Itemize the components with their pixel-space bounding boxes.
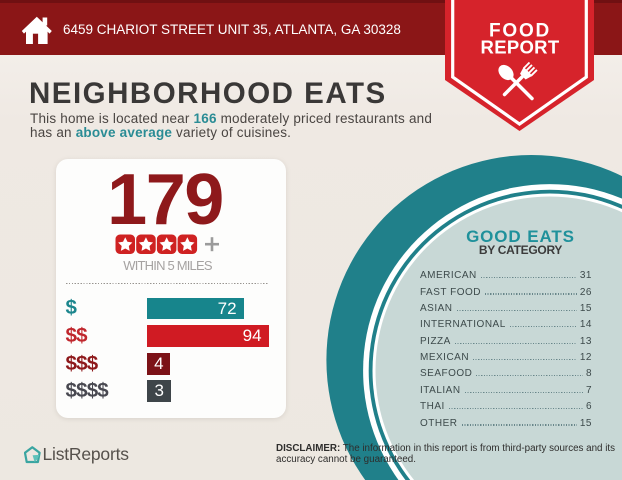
- svg-text:FOOD: FOOD: [489, 21, 551, 42]
- svg-text:REPORT: REPORT: [481, 37, 560, 58]
